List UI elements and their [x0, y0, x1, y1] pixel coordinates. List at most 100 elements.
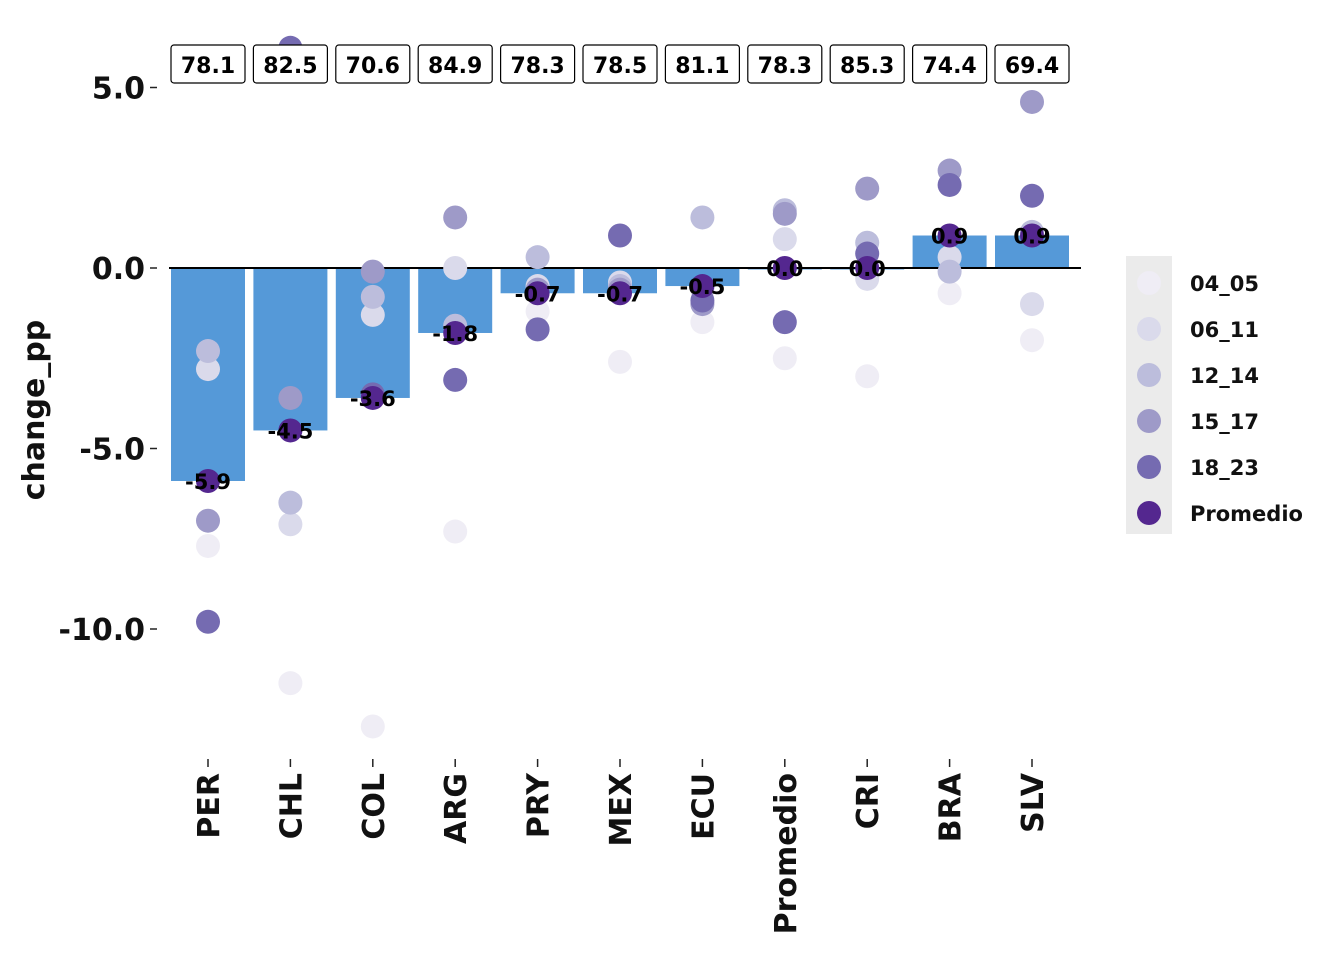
point-12_14-bra — [937, 259, 962, 284]
point-04_05-cri — [855, 364, 880, 389]
x-tick-label-chl: CHL — [274, 773, 309, 839]
legend-label: 12_14 — [1190, 364, 1259, 388]
y-tick-label: -5.0 — [79, 433, 145, 468]
bar-value-label: -0.7 — [515, 282, 561, 306]
top-label-box — [170, 44, 246, 84]
point-04_05-chl — [278, 671, 303, 696]
point-04_05-promedio — [772, 346, 797, 371]
point-promedio-chl — [278, 418, 303, 443]
point-12_14-pry — [525, 245, 550, 270]
x-tick-label-col: COL — [357, 773, 392, 840]
bar-value-label: -1.8 — [432, 322, 478, 346]
point-promedio-col — [360, 385, 385, 410]
point-06_11-arg — [443, 256, 468, 280]
point-04_05-per — [196, 533, 220, 558]
point-15_17-col — [360, 259, 385, 284]
point-promedio-arg — [443, 320, 468, 345]
legend-background — [1126, 256, 1172, 534]
y-axis-title: change_pp — [17, 320, 52, 501]
point-promedio-bra — [937, 223, 962, 248]
bar-value-label: 0.9 — [1013, 225, 1050, 249]
point-promedio-promedio — [772, 256, 797, 280]
point-06_11-per — [196, 357, 220, 382]
point-04_05-col — [360, 714, 385, 739]
point-18_23-promedio — [772, 310, 797, 335]
top-label-box — [747, 44, 823, 84]
legend-key-06_11 — [1137, 317, 1161, 341]
point-15_17-slv — [1020, 89, 1044, 114]
legend-label: 06_11 — [1190, 318, 1259, 342]
point-15_17-arg — [443, 205, 468, 230]
point-promedio-pry — [525, 281, 550, 306]
top-label-box — [994, 44, 1070, 84]
top-label-box — [417, 44, 493, 84]
point-04_05-slv — [1020, 328, 1044, 353]
legend-key-18_23 — [1137, 455, 1161, 479]
point-promedio-mex — [608, 281, 632, 306]
point-18_23-pry — [525, 317, 550, 342]
bar-value-label: -5.9 — [185, 470, 231, 494]
points-layer — [196, 35, 1044, 739]
point-promedio-per — [196, 468, 220, 493]
point-15_17-chl — [278, 385, 303, 410]
bar-value-label: 0.0 — [766, 257, 803, 281]
x-tick-label-cri: CRI — [851, 773, 886, 829]
point-18_23-slv — [1020, 183, 1044, 208]
point-18_23-bra — [937, 172, 962, 197]
point-15_17-per — [196, 508, 220, 533]
x-tick-label-ecu: ECU — [686, 773, 721, 840]
y-tick-label: 0.0 — [92, 252, 145, 287]
point-06_11-slv — [1020, 292, 1044, 317]
y-tick-label: -10.0 — [59, 613, 145, 648]
x-tick-label-slv: SLV — [1016, 772, 1051, 833]
legend-key-promedio — [1137, 501, 1161, 525]
y-axis: -10.0 -5.0 0.0 5.0 — [59, 72, 157, 648]
y-tick-label: 5.0 — [92, 72, 145, 107]
top-label-box — [829, 44, 905, 84]
point-04_05-bra — [937, 281, 962, 306]
point-04_05-mex — [608, 349, 632, 374]
point-04_05-ecu — [690, 310, 715, 335]
x-tick-label-bra: BRA — [934, 772, 969, 842]
legend-label: 15_17 — [1190, 410, 1259, 434]
point-12_14-per — [196, 339, 220, 364]
bar-value-label: -3.6 — [350, 387, 396, 411]
point-18_23-arg — [443, 367, 468, 392]
legend: 04_05 06_11 12_14 15_17 18_23 Promedio — [1126, 256, 1303, 534]
point-promedio-slv — [1020, 223, 1044, 248]
legend-key-04_05 — [1137, 271, 1161, 295]
top-labels-layer: 78.1 82.5 70.6 84.9 78.3 78.5 81.1 78.3 85.3 74.4… — [170, 44, 1070, 84]
point-18_23-per — [196, 609, 220, 634]
top-label: 74.4 — [922, 54, 976, 79]
point-promedio-ecu — [690, 274, 715, 299]
bar-value-label: -0.7 — [597, 282, 643, 306]
top-label-box — [500, 44, 576, 84]
top-label-box — [582, 44, 658, 84]
x-tick-label-per: PER — [192, 773, 227, 839]
point-15_17-cri — [855, 176, 880, 201]
top-label: 82.5 — [263, 54, 317, 79]
point-15_17-promedio — [772, 201, 797, 226]
x-axis: PER CHL COL ARG PRY MEX ECU Promedio CRI BRA SLV — [192, 759, 1051, 934]
legend-label: 18_23 — [1190, 456, 1259, 480]
bar-value-label: 0.0 — [849, 257, 886, 281]
point-06_11-chl — [278, 512, 303, 537]
point-04_05-arg — [443, 519, 468, 544]
top-label: 81.1 — [675, 54, 729, 79]
point-12_14-col — [360, 284, 385, 309]
top-label: 78.5 — [593, 54, 647, 79]
x-tick-label-pry: PRY — [522, 772, 557, 838]
top-label: 70.6 — [346, 54, 400, 79]
top-label-box — [335, 44, 411, 84]
x-tick-label-mex: MEX — [604, 773, 639, 846]
point-04_05-pry — [525, 299, 550, 324]
bar-labels-layer: -5.9 -4.5 -3.6 -1.8 -0.7 -0.7 -0.5 0.0 0.0 0.9 0.9 — [185, 225, 1051, 494]
top-label-box — [664, 44, 741, 84]
legend-label: 04_05 — [1190, 272, 1259, 296]
point-promedio-cri — [855, 256, 880, 280]
legend-key-12_14 — [1137, 363, 1161, 387]
bar-value-label: 0.9 — [931, 225, 968, 249]
top-label: 78.1 — [181, 54, 235, 79]
top-label: 78.3 — [510, 54, 564, 79]
